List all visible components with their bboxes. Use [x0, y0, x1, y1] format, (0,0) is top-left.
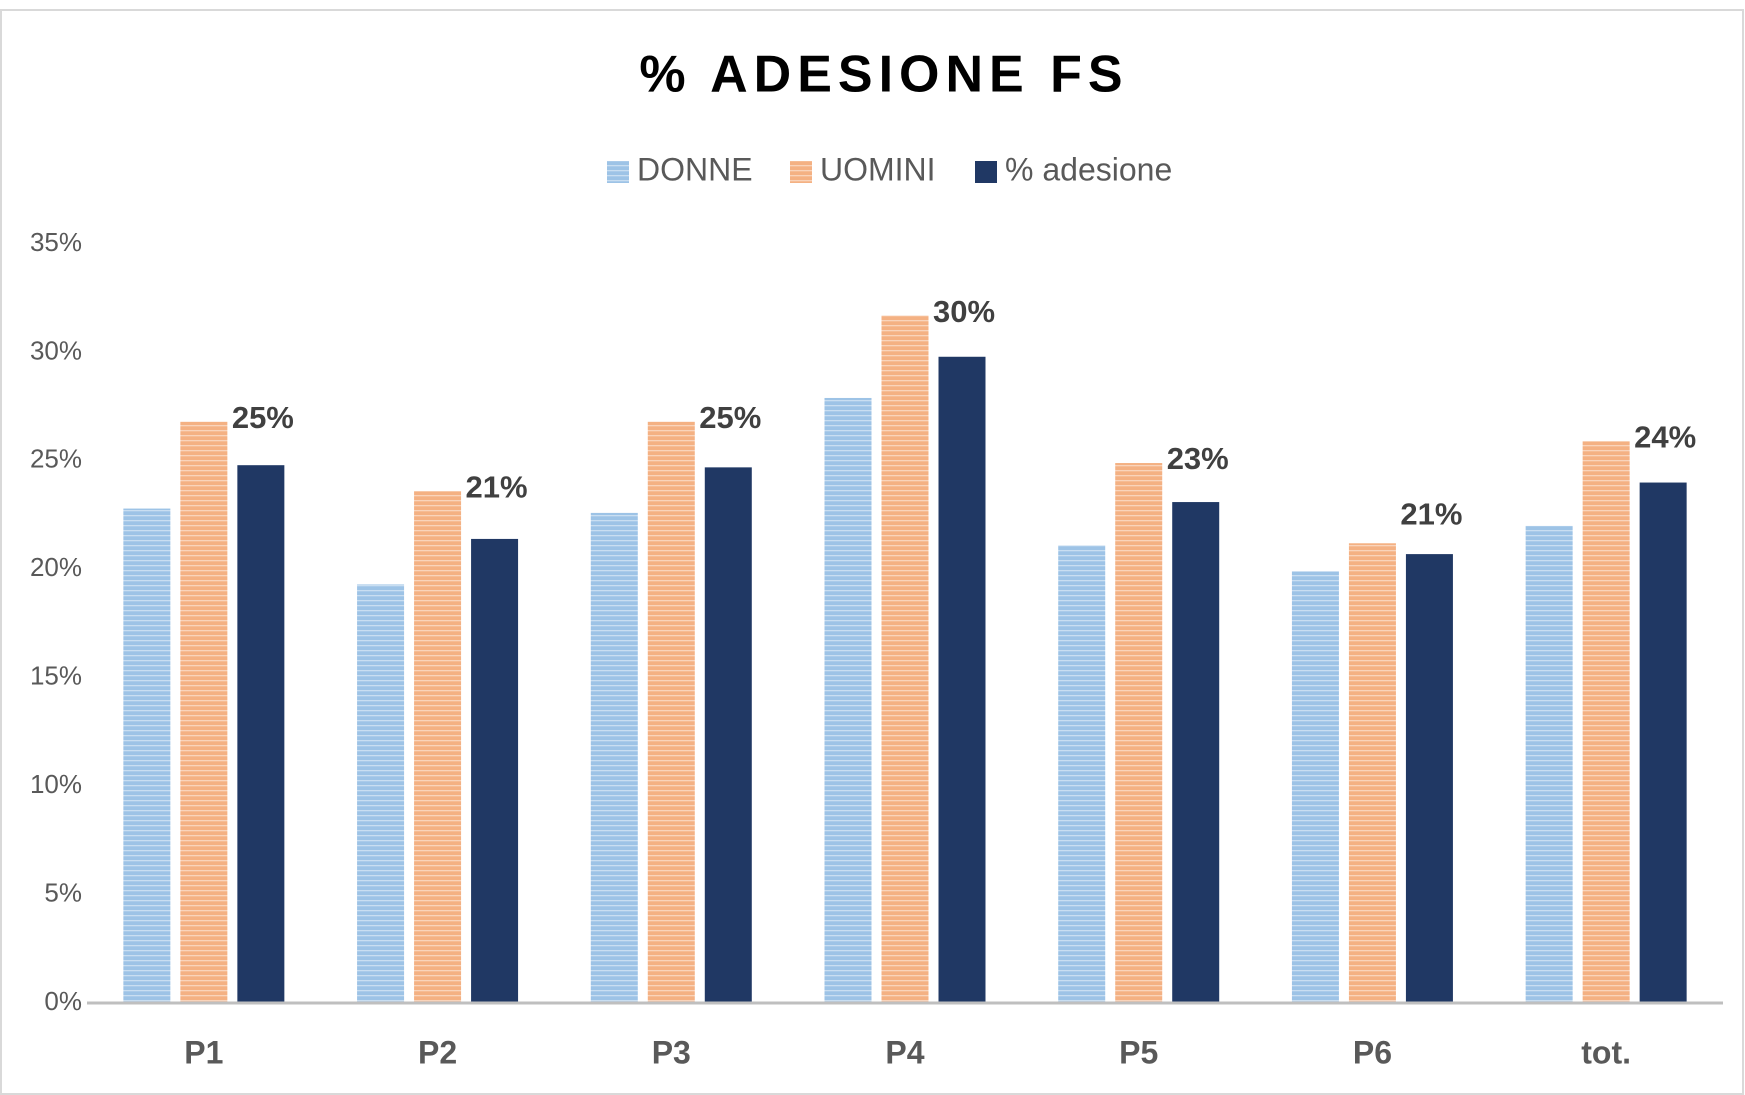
legend-swatch: [790, 161, 812, 183]
bar: [1405, 554, 1453, 1003]
x-tick-label: tot.: [1581, 1034, 1631, 1070]
bar: [414, 491, 462, 1003]
bar: [590, 512, 638, 1003]
bar: [1172, 502, 1220, 1003]
data-label: 30%: [933, 294, 995, 329]
bar: [938, 356, 986, 1003]
legend-label: DONNE: [637, 151, 753, 187]
x-tick-label: P5: [1119, 1034, 1158, 1070]
legend-label: % adesione: [1005, 151, 1172, 187]
x-tick-label: P3: [652, 1034, 691, 1070]
bar: [237, 465, 285, 1003]
data-label: 24%: [1634, 420, 1696, 455]
y-tick-label: 30%: [30, 335, 82, 365]
legend-swatch: [975, 161, 997, 183]
bar: [1639, 482, 1687, 1003]
y-tick-label: 25%: [30, 444, 82, 474]
y-tick-label: 15%: [30, 661, 82, 691]
x-tick-label: P6: [1353, 1034, 1392, 1070]
data-label: 25%: [699, 400, 761, 435]
y-tick-label: 0%: [44, 986, 82, 1016]
bar: [824, 397, 872, 1003]
y-tick-label: 35%: [30, 227, 82, 257]
y-tick-label: 10%: [30, 769, 82, 799]
bar: [1582, 441, 1630, 1004]
data-label: 21%: [1400, 496, 1462, 531]
bar: [1525, 525, 1573, 1003]
bar: [357, 584, 405, 1003]
data-label: 23%: [1167, 441, 1229, 476]
data-label: 25%: [232, 400, 294, 435]
bar: [881, 315, 929, 1003]
bar: [180, 421, 228, 1003]
bar: [1291, 571, 1339, 1003]
bar: [1058, 545, 1106, 1003]
data-label: 21%: [466, 469, 528, 504]
y-tick-label: 20%: [30, 552, 82, 582]
bar: [704, 467, 752, 1003]
legend-label: UOMINI: [820, 151, 936, 187]
chart-title: % ADESIONE FS: [639, 46, 1128, 104]
bar: [471, 538, 519, 1003]
bar: [123, 508, 171, 1003]
y-tick-label: 5%: [44, 877, 82, 907]
bar: [647, 421, 695, 1003]
bar: [1348, 543, 1396, 1003]
x-tick-label: P2: [418, 1034, 457, 1070]
bar: [1115, 463, 1163, 1003]
x-tick-label: P4: [885, 1034, 924, 1070]
x-tick-label: P1: [184, 1034, 223, 1070]
legend-swatch: [607, 161, 629, 183]
